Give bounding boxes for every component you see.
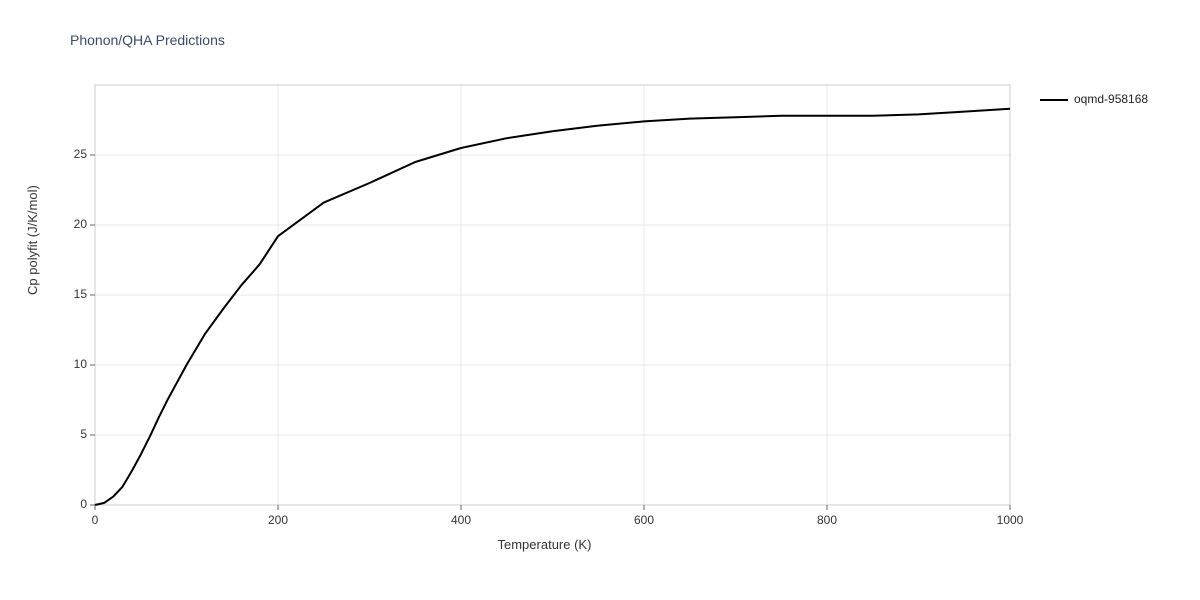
x-axis-label: Temperature (K) bbox=[498, 537, 592, 552]
legend-swatch-icon bbox=[1040, 99, 1068, 101]
y-tick-label: 25 bbox=[55, 147, 87, 161]
legend-item-label: oqmd-958168 bbox=[1074, 92, 1148, 106]
y-tick-label: 20 bbox=[55, 217, 87, 231]
x-tick-label: 1000 bbox=[995, 513, 1025, 527]
x-tick-label: 800 bbox=[812, 513, 842, 527]
y-tick-label: 0 bbox=[55, 497, 87, 511]
x-tick-label: 200 bbox=[263, 513, 293, 527]
x-tick-label: 0 bbox=[80, 513, 110, 527]
x-tick-label: 400 bbox=[446, 513, 476, 527]
y-tick-label: 10 bbox=[55, 357, 87, 371]
y-tick-label: 5 bbox=[55, 427, 87, 441]
chart-plot bbox=[0, 0, 1200, 600]
y-axis-label: Cp polyfit (J/K/mol) bbox=[25, 185, 40, 295]
x-tick-label: 600 bbox=[629, 513, 659, 527]
legend: oqmd-958168 bbox=[1040, 92, 1148, 106]
y-tick-label: 15 bbox=[55, 287, 87, 301]
